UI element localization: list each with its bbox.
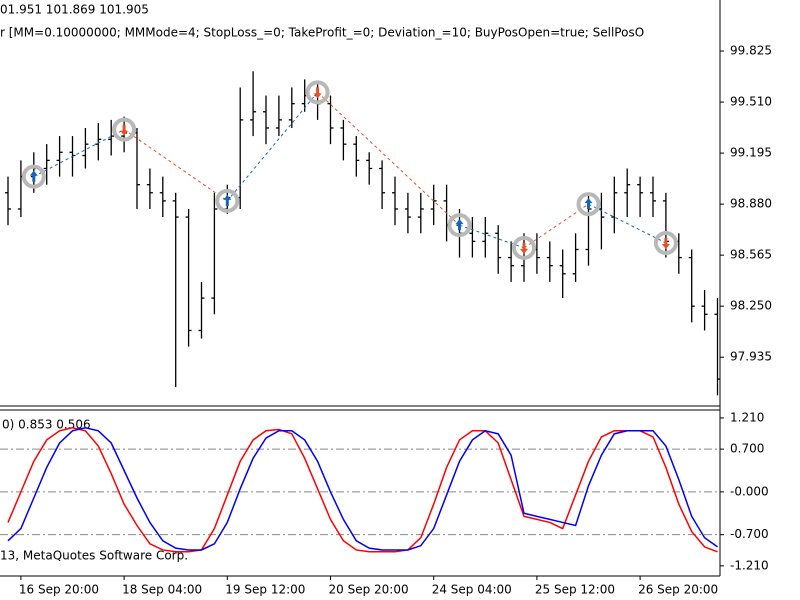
y-tick-label: -0.700 [730,527,769,541]
signal-halo [447,213,472,238]
buy-arrow [584,198,593,210]
indicator-line [7,426,718,551]
signal-halo [653,231,678,255]
x-tick-label: 24 Sep 04:00 [432,583,512,597]
y-tick-label: 98.880 [730,197,772,211]
y-tick-label: -1.210 [730,558,769,572]
buy-arrow [29,170,38,182]
indicator-line [7,426,718,553]
header-prices: 01.951 101.869 101.905 [0,3,149,17]
copyright: 13, MetaQuotes Software Corp. [0,549,188,563]
buy-arrow [223,194,232,206]
x-tick-label: 25 Sep 12:00 [535,583,615,597]
x-tick-label: 19 Sep 12:00 [225,583,305,597]
y-tick-label: 1.210 [730,410,764,424]
sell-arrow [520,242,528,254]
signal-link [523,203,589,249]
signal-halo [112,117,137,142]
y-tick-label: -0.000 [730,484,769,498]
buy-arrow [455,219,464,231]
y-tick-label: 99.195 [730,146,772,160]
signal-link [317,91,460,226]
signal-halo [215,188,240,213]
sell-arrow [120,124,129,136]
signal-halo [21,164,46,189]
signal-halo [305,80,330,105]
signal-link [123,129,228,202]
sell-arrow [661,238,670,249]
x-tick-label: 18 Sep 04:00 [122,583,202,597]
signal-halo [512,235,536,260]
x-tick-label: 16 Sep 20:00 [19,583,99,597]
y-tick-label: 99.825 [730,44,772,58]
x-tick-label: 26 Sep 20:00 [638,583,718,597]
y-tick-label: 97.935 [730,350,772,364]
y-tick-label: 0.700 [730,442,764,456]
signal-link [588,203,667,244]
y-tick-label: 98.250 [730,299,772,313]
y-tick-label: 98.565 [730,248,772,262]
signal-halo [576,192,601,217]
sell-arrow [313,87,322,99]
signal-link [33,129,125,178]
x-tick-label: 20 Sep 20:00 [329,583,409,597]
y-tick-label: 99.510 [730,95,772,109]
header-params: r [MM=0.10000000; MMMode=4; StopLoss_=0;… [0,26,644,40]
